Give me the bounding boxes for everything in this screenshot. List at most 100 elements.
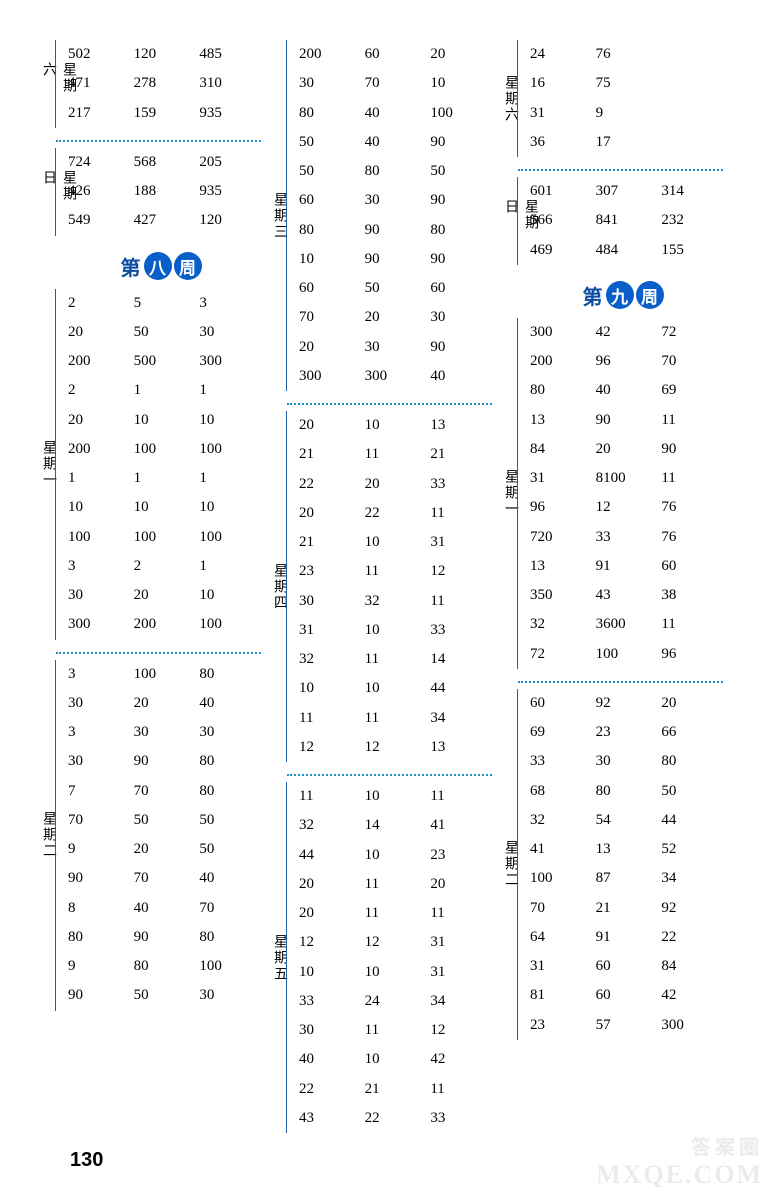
table-row: 980100 xyxy=(64,952,261,981)
cell: 11 xyxy=(657,610,723,639)
cell: 87 xyxy=(592,864,658,893)
cell: 30 xyxy=(64,581,130,610)
cell: 42 xyxy=(592,318,658,347)
cell: 11 xyxy=(426,587,492,616)
cell: 32 xyxy=(526,610,592,639)
table-row: 321441 xyxy=(295,811,492,840)
table-row: 7203376 xyxy=(526,523,723,552)
cell: 90 xyxy=(130,747,196,776)
table-row: 92050 xyxy=(64,835,261,864)
cell: 24 xyxy=(526,40,592,69)
section-thu-c2: 星期四 201013211121222033202211211031231112… xyxy=(291,411,492,762)
cell: 80 xyxy=(592,777,658,806)
day-line xyxy=(55,148,56,236)
cell: 720 xyxy=(526,523,592,552)
cell: 841 xyxy=(592,206,658,235)
cell: 10 xyxy=(361,674,427,703)
cell: 22 xyxy=(295,470,361,499)
cell: 23 xyxy=(295,557,361,586)
week-circle: 周 xyxy=(174,252,202,280)
cell: 232 xyxy=(657,206,723,235)
cell: 90 xyxy=(64,981,130,1010)
cell: 307 xyxy=(592,177,658,206)
cell: 91 xyxy=(592,923,658,952)
cell: 60 xyxy=(295,274,361,303)
cell: 50 xyxy=(295,128,361,157)
table-row: 705050 xyxy=(64,806,261,835)
page-number: 130 xyxy=(70,1149,103,1172)
cell: 44 xyxy=(426,674,492,703)
cell: 100 xyxy=(195,610,261,639)
cell: 11 xyxy=(295,704,361,733)
table-row: 471278310 xyxy=(64,69,261,98)
table-row: 303211 xyxy=(295,587,492,616)
cell: 10 xyxy=(195,581,261,610)
cell: 10 xyxy=(295,958,361,987)
cell: 66 xyxy=(657,718,723,747)
cell: 81 xyxy=(526,981,592,1010)
cell: 33 xyxy=(426,616,492,645)
cell: 7 xyxy=(64,777,130,806)
cell: 50 xyxy=(426,157,492,186)
cell: 40 xyxy=(130,894,196,923)
cell: 9 xyxy=(64,835,130,864)
cell: 11 xyxy=(295,782,361,811)
cell: 10 xyxy=(361,411,427,440)
table-row: 33030 xyxy=(64,718,261,747)
grid: 2006020307010804010050409050805060309080… xyxy=(291,40,492,391)
section-fri-c2: 星期五 111011321441441023201120201111121231… xyxy=(291,782,492,1133)
cell: 20 xyxy=(130,689,196,718)
cell: 70 xyxy=(64,806,130,835)
day-label: 星期六 xyxy=(38,62,78,106)
cell: 40 xyxy=(426,362,492,391)
cell: 30 xyxy=(64,747,130,776)
cell: 76 xyxy=(657,493,723,522)
cell: 60 xyxy=(592,981,658,1010)
cell: 9 xyxy=(592,99,658,128)
cell: 90 xyxy=(361,216,427,245)
cell: 11 xyxy=(426,499,492,528)
cell: 30 xyxy=(295,587,361,616)
cell: 10 xyxy=(195,406,261,435)
cell: 300 xyxy=(64,610,130,639)
table-row: 332434 xyxy=(295,987,492,1016)
cell: 31 xyxy=(426,928,492,957)
cell: 34 xyxy=(426,987,492,1016)
cell: 484 xyxy=(592,236,658,265)
cell: 90 xyxy=(657,435,723,464)
cell: 12 xyxy=(592,493,658,522)
table-row: 231112 xyxy=(295,557,492,586)
cell: 90 xyxy=(64,864,130,893)
cell: 34 xyxy=(426,704,492,733)
cell: 9 xyxy=(64,952,130,981)
divider xyxy=(287,403,492,405)
cell: 96 xyxy=(592,347,658,376)
cell: 60 xyxy=(361,40,427,69)
cell: 30 xyxy=(130,718,196,747)
cell: 1 xyxy=(130,376,196,405)
cell: 32 xyxy=(295,645,361,674)
table-row: 309080 xyxy=(64,747,261,776)
week-9-badge: 第 九 周 xyxy=(522,281,723,310)
cell: 12 xyxy=(361,928,427,957)
grid: 2532050302005003002112010102001001001111… xyxy=(60,289,261,640)
cell: 70 xyxy=(130,864,196,893)
cell: 11 xyxy=(361,1016,427,1045)
cell: 76 xyxy=(592,40,658,69)
cell: 3600 xyxy=(592,610,658,639)
table-row: 205030 xyxy=(64,318,261,347)
cell: 30 xyxy=(195,981,261,1010)
cell: 40 xyxy=(361,99,427,128)
grid: 3004272200967080406913901184209031810011… xyxy=(522,318,723,669)
table-row: 603090 xyxy=(295,186,492,215)
cell: 92 xyxy=(657,894,723,923)
table-row: 301112 xyxy=(295,1016,492,1045)
column-2: 星期三 200602030701080401005040905080506030… xyxy=(291,40,492,1139)
column-1: 星期六 502120485471278310217159935 星期日 7245… xyxy=(60,40,261,1139)
table-row: 842090 xyxy=(526,435,723,464)
cell: 31 xyxy=(426,528,492,557)
section-sat-c1: 星期六 502120485471278310217159935 xyxy=(60,40,261,128)
cell: 30 xyxy=(64,689,130,718)
table-row: 321114 xyxy=(295,645,492,674)
cell: 200 xyxy=(130,610,196,639)
